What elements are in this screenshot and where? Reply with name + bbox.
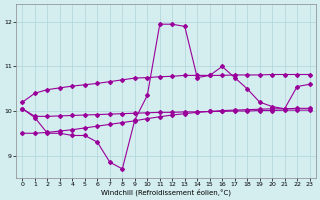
X-axis label: Windchill (Refroidissement éolien,°C): Windchill (Refroidissement éolien,°C) [101,188,231,196]
